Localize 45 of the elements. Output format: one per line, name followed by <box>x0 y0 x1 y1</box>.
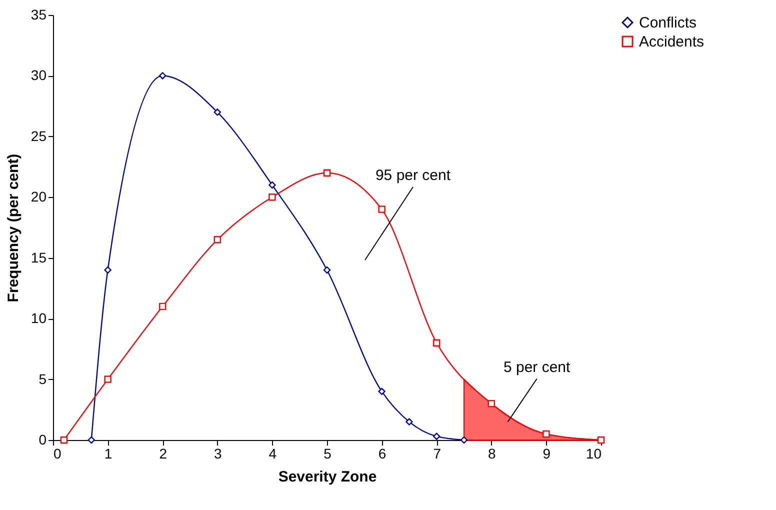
point <box>104 376 112 383</box>
x-tick-label: 9 <box>542 446 551 462</box>
x-tick-label: 5 <box>324 446 332 462</box>
point <box>214 108 221 116</box>
x-tick-label: 3 <box>214 446 222 462</box>
point <box>433 339 440 346</box>
x-tick-label: 6 <box>378 446 386 462</box>
point <box>88 436 95 444</box>
point <box>433 432 440 440</box>
y-tick-label: 35 <box>30 6 47 22</box>
x-tick-label: 2 <box>159 446 168 462</box>
x-tick-label: 1 <box>104 446 112 462</box>
y-axis-title: Frequency (per cent) <box>4 154 22 302</box>
y-tick-label: 30 <box>30 67 47 84</box>
point <box>488 400 495 408</box>
x-tick-label: 7 <box>433 446 442 462</box>
point <box>406 418 413 426</box>
point <box>323 266 331 274</box>
y-tick-label: 0 <box>38 432 47 448</box>
point <box>214 236 221 244</box>
annotation: 95 per cent <box>375 167 452 184</box>
point <box>323 169 331 176</box>
x-axis-title: Severity Zone <box>278 468 377 486</box>
point <box>542 430 550 438</box>
point <box>378 206 386 213</box>
point <box>268 181 276 189</box>
point <box>460 436 468 444</box>
point <box>378 388 386 396</box>
legend-label: Accidents <box>639 34 704 50</box>
annotation: 5 per cent <box>503 358 572 376</box>
point <box>159 302 166 310</box>
x-tick-label: 0 <box>54 446 62 462</box>
point <box>104 266 112 274</box>
y-tick-label: 5 <box>38 370 47 387</box>
x-tick-label: 4 <box>268 446 277 462</box>
x-tick-label: 10 <box>586 446 602 462</box>
y-tick-label: 25 <box>30 128 47 144</box>
point <box>268 194 276 201</box>
point <box>60 436 68 444</box>
y-tick-label: 15 <box>30 249 47 266</box>
point <box>159 72 166 80</box>
y-tick-label: 10 <box>30 310 47 326</box>
x-tick-label: 8 <box>488 446 496 462</box>
legend-label: Conflicts <box>639 14 697 32</box>
y-tick-label: 20 <box>30 188 47 205</box>
